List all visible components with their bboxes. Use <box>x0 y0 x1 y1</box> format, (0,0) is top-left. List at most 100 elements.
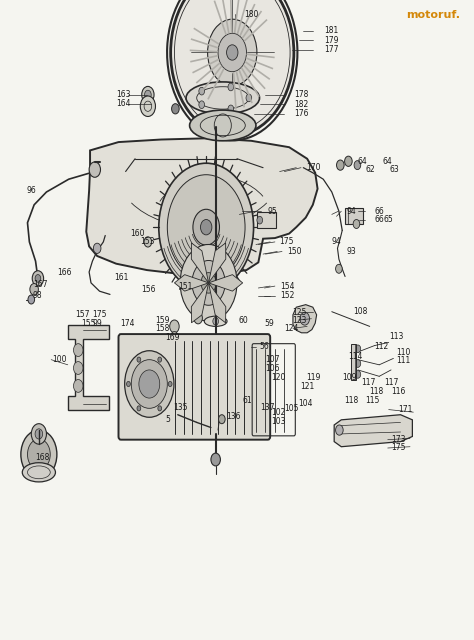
Circle shape <box>30 284 38 295</box>
Circle shape <box>137 406 141 411</box>
Circle shape <box>159 163 254 291</box>
Text: 164: 164 <box>116 99 131 108</box>
Circle shape <box>73 344 83 356</box>
Polygon shape <box>86 138 318 274</box>
Circle shape <box>355 360 361 367</box>
Text: 100: 100 <box>52 355 67 364</box>
Text: 161: 161 <box>114 273 128 282</box>
Circle shape <box>140 96 155 116</box>
Text: 179: 179 <box>325 36 339 45</box>
Text: 108: 108 <box>353 307 367 316</box>
Circle shape <box>142 86 154 103</box>
Text: 96: 96 <box>26 186 36 195</box>
Text: 104: 104 <box>299 399 313 408</box>
Polygon shape <box>174 275 209 291</box>
Text: 64: 64 <box>382 157 392 166</box>
Text: 115: 115 <box>365 396 379 405</box>
Circle shape <box>158 357 162 362</box>
Text: 157: 157 <box>75 310 90 319</box>
Text: 175: 175 <box>280 237 294 246</box>
Circle shape <box>35 429 43 439</box>
Circle shape <box>201 273 216 293</box>
Text: 159: 159 <box>155 316 170 324</box>
Text: 116: 116 <box>392 387 406 396</box>
Text: 168: 168 <box>36 453 50 462</box>
Text: 120: 120 <box>271 373 285 382</box>
Circle shape <box>355 371 361 378</box>
Circle shape <box>336 425 343 435</box>
Circle shape <box>219 415 225 424</box>
Text: motoruf.: motoruf. <box>406 10 460 20</box>
Ellipse shape <box>190 110 256 141</box>
Circle shape <box>73 362 83 374</box>
Text: 118: 118 <box>369 387 383 396</box>
Circle shape <box>193 209 219 245</box>
Text: 156: 156 <box>141 285 156 294</box>
Text: 66: 66 <box>374 207 384 216</box>
Text: 155: 155 <box>82 319 96 328</box>
Circle shape <box>336 264 342 273</box>
Circle shape <box>32 271 44 286</box>
Polygon shape <box>209 283 226 323</box>
Text: 98: 98 <box>32 291 42 300</box>
Bar <box>345 208 363 224</box>
Circle shape <box>89 162 100 177</box>
Circle shape <box>337 160 344 170</box>
Polygon shape <box>334 415 412 447</box>
Circle shape <box>127 381 130 387</box>
Text: 174: 174 <box>120 319 135 328</box>
Circle shape <box>93 243 101 253</box>
Text: 109: 109 <box>342 373 357 382</box>
Text: 135: 135 <box>173 403 188 412</box>
Text: 152: 152 <box>281 291 295 300</box>
Bar <box>351 344 356 380</box>
Text: 93: 93 <box>347 247 357 256</box>
Text: 66: 66 <box>374 215 384 224</box>
Polygon shape <box>191 243 209 283</box>
Circle shape <box>192 260 225 305</box>
Circle shape <box>355 345 361 353</box>
Text: 114: 114 <box>348 352 363 361</box>
Circle shape <box>228 105 234 113</box>
Text: 106: 106 <box>265 364 280 373</box>
Text: 64: 64 <box>358 157 368 166</box>
Text: 154: 154 <box>281 282 295 291</box>
Circle shape <box>199 87 205 95</box>
Text: 117: 117 <box>384 378 398 387</box>
Text: 123: 123 <box>292 316 306 324</box>
Text: 160: 160 <box>130 229 145 238</box>
Text: 136: 136 <box>226 412 241 420</box>
Text: 94: 94 <box>347 207 357 216</box>
Circle shape <box>144 237 152 247</box>
Polygon shape <box>209 275 243 291</box>
Text: 171: 171 <box>398 405 412 414</box>
Text: 62: 62 <box>365 165 375 174</box>
Text: 94: 94 <box>332 237 342 246</box>
Text: 61: 61 <box>243 396 252 405</box>
Circle shape <box>228 83 234 91</box>
Circle shape <box>172 104 179 114</box>
Circle shape <box>167 175 245 280</box>
FancyBboxPatch shape <box>118 334 270 440</box>
Text: 175: 175 <box>92 310 107 319</box>
Text: 178: 178 <box>294 90 308 99</box>
Circle shape <box>27 439 50 470</box>
Text: 112: 112 <box>374 342 388 351</box>
Circle shape <box>35 275 41 282</box>
Circle shape <box>211 453 220 466</box>
Text: 110: 110 <box>396 348 410 356</box>
Polygon shape <box>293 305 317 333</box>
Text: 113: 113 <box>390 332 404 340</box>
Text: 56: 56 <box>260 342 270 351</box>
Circle shape <box>139 370 160 398</box>
Circle shape <box>199 101 205 109</box>
Circle shape <box>354 161 361 170</box>
Text: 181: 181 <box>325 26 339 35</box>
Circle shape <box>170 320 179 333</box>
Text: 180: 180 <box>244 10 258 19</box>
Polygon shape <box>191 283 209 323</box>
Circle shape <box>246 94 252 102</box>
Text: 111: 111 <box>396 356 410 365</box>
Ellipse shape <box>186 82 259 114</box>
Circle shape <box>180 244 237 321</box>
